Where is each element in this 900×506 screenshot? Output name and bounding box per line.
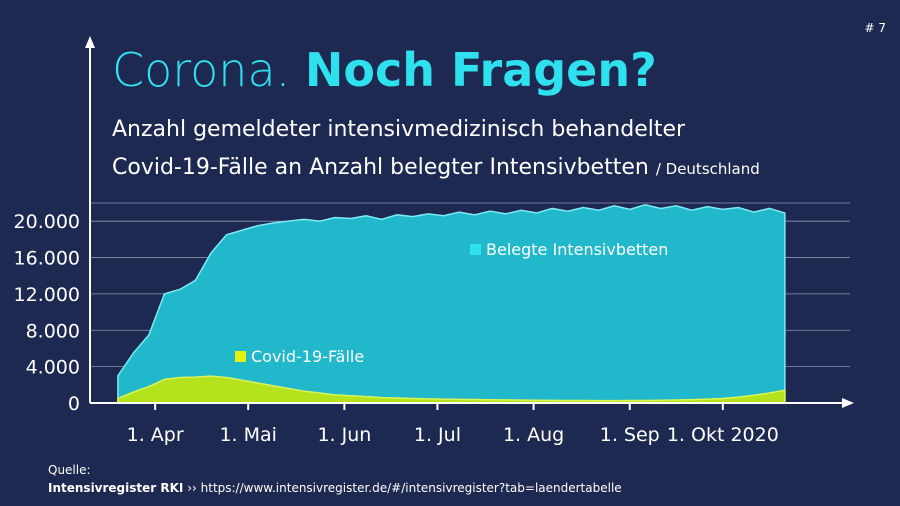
source-name: Intensivregister RKI (48, 481, 183, 495)
area (117, 375, 786, 404)
y-tick-label: 8.000 (26, 320, 80, 342)
title-bold: Noch Fragen? (305, 43, 657, 97)
x-axis-arrow (842, 398, 854, 408)
x-tick-label: 1. Jun (317, 424, 371, 446)
y-tick-label: 16.000 (14, 248, 80, 270)
source: Intensivregister RKI ›› https://www.inte… (48, 481, 622, 495)
page-number: # 7 (864, 21, 886, 35)
subtitle: Covid-19-Fälle an Anzahl belegter Intens… (112, 155, 760, 180)
legend-label: Covid-19-Fälle (251, 347, 364, 366)
y-tick-label: 0 (68, 393, 80, 415)
y-tick-label: 4.000 (26, 357, 80, 379)
legend-swatch (470, 244, 481, 255)
plot: 0 4.000 8.000 12.000 16.000 20.000 (14, 202, 850, 415)
legend-label: Belegte Intensivbetten (486, 240, 668, 259)
y-tick-label: 20.000 (14, 211, 80, 233)
y-tick-label: 12.000 (14, 284, 80, 306)
x-tick-label: 1. Okt 2020 (667, 424, 779, 446)
subtitle-line: Covid-19-Fälle an Anzahl belegter Intens… (112, 155, 649, 180)
x-tick-label: 1. Apr (127, 424, 184, 446)
x-tick-label: 1. Mai (219, 424, 276, 446)
subtitle: Anzahl gemeldeter intensivmedizinisch be… (112, 117, 686, 142)
chart-title: Corona. Noch Fragen? (112, 43, 657, 97)
x-tick-label: 1. Jul (414, 424, 461, 446)
source-url: ›› https://www.intensivregister.de/#/int… (187, 481, 621, 495)
region: / Deutschland (656, 160, 760, 178)
x-tick-label: 1. Sep (600, 424, 660, 446)
title-light: Corona. (112, 43, 290, 97)
legend-swatch (235, 351, 246, 362)
source-label: Quelle: (48, 463, 91, 477)
x-tick-label: 1. Aug (503, 424, 564, 446)
area (117, 204, 786, 404)
y-axis-arrow (85, 36, 95, 48)
